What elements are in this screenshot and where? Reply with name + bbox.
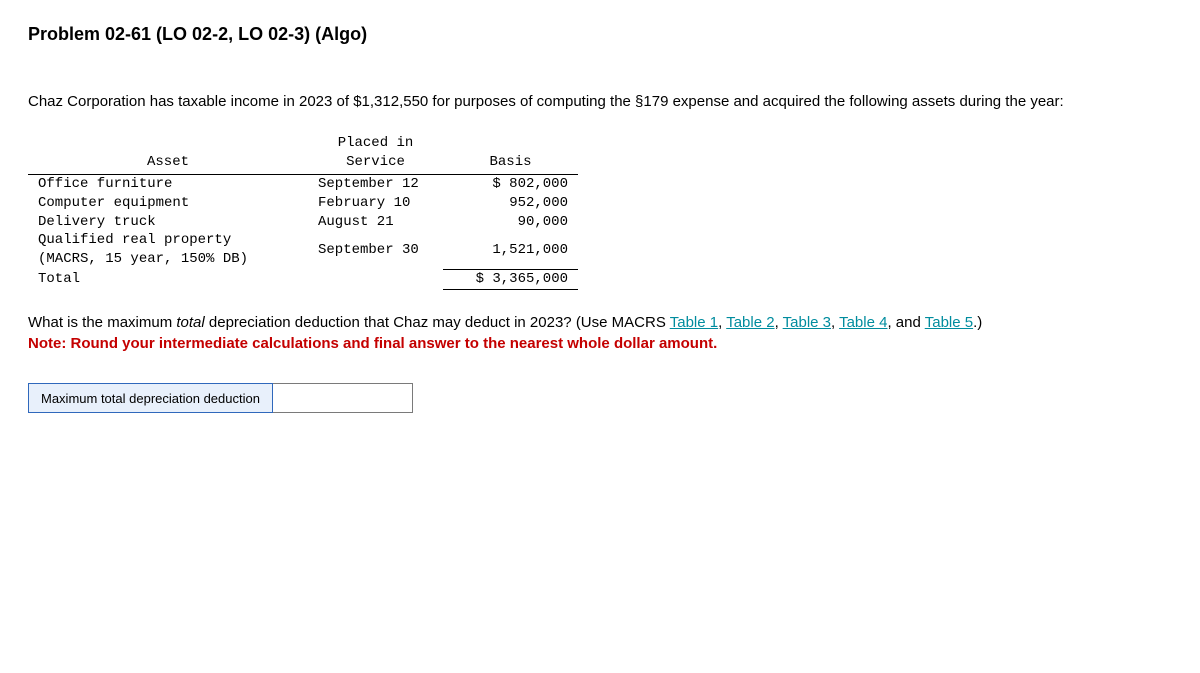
basis-cell: $ 802,000 xyxy=(443,174,578,193)
question-text: What is the maximum total depreciation d… xyxy=(28,312,1172,356)
link-table-5[interactable]: Table 5 xyxy=(925,314,973,331)
date-cell: August 21 xyxy=(308,213,443,232)
link-table-2[interactable]: Table 2 xyxy=(726,314,774,331)
question-pre: What is the maximum xyxy=(28,314,176,331)
link-table-4[interactable]: Table 4 xyxy=(839,314,887,331)
question-emph: total xyxy=(176,314,204,331)
total-label-cell: Total xyxy=(28,269,308,289)
answer-input[interactable] xyxy=(273,383,413,413)
table-row: Delivery truck August 21 90,000 xyxy=(28,213,578,232)
question-note: Note: Round your intermediate calculatio… xyxy=(28,335,717,352)
asset-cell: Office furniture xyxy=(28,174,308,193)
link-table-1[interactable]: Table 1 xyxy=(670,314,718,331)
basis-cell: 90,000 xyxy=(443,213,578,232)
answer-label: Maximum total depreciation deduction xyxy=(28,383,273,413)
table-row: Office furniture September 12 $ 802,000 xyxy=(28,174,578,193)
total-basis-cell: $ 3,365,000 xyxy=(443,269,578,289)
date-cell: February 10 xyxy=(308,194,443,213)
date-cell: September 30 xyxy=(308,231,443,269)
table-total-row: Total $ 3,365,000 xyxy=(28,269,578,289)
basis-cell: 1,521,000 xyxy=(443,231,578,269)
intro-paragraph: Chaz Corporation has taxable income in 2… xyxy=(28,91,1172,112)
header-basis: Basis xyxy=(443,153,578,174)
header-service-line2: Service xyxy=(308,153,443,174)
asset-cell: Qualified real property (MACRS, 15 year,… xyxy=(28,231,308,269)
asset-cell: Delivery truck xyxy=(28,213,308,232)
asset-table: Placed in Asset Service Basis Office fur… xyxy=(28,134,578,290)
problem-title: Problem 02-61 (LO 02-2, LO 02-3) (Algo) xyxy=(28,24,1172,45)
asset-cell: Computer equipment xyxy=(28,194,308,213)
link-table-3[interactable]: Table 3 xyxy=(783,314,831,331)
basis-cell: 952,000 xyxy=(443,194,578,213)
table-row: Computer equipment February 10 952,000 xyxy=(28,194,578,213)
date-cell: September 12 xyxy=(308,174,443,193)
header-service-line1: Placed in xyxy=(308,134,443,153)
header-asset: Asset xyxy=(28,153,308,174)
answer-row: Maximum total depreciation deduction xyxy=(28,383,1172,413)
question-mid: depreciation deduction that Chaz may ded… xyxy=(205,314,670,331)
table-row: Qualified real property (MACRS, 15 year,… xyxy=(28,231,578,269)
question-end: .) xyxy=(973,314,982,331)
